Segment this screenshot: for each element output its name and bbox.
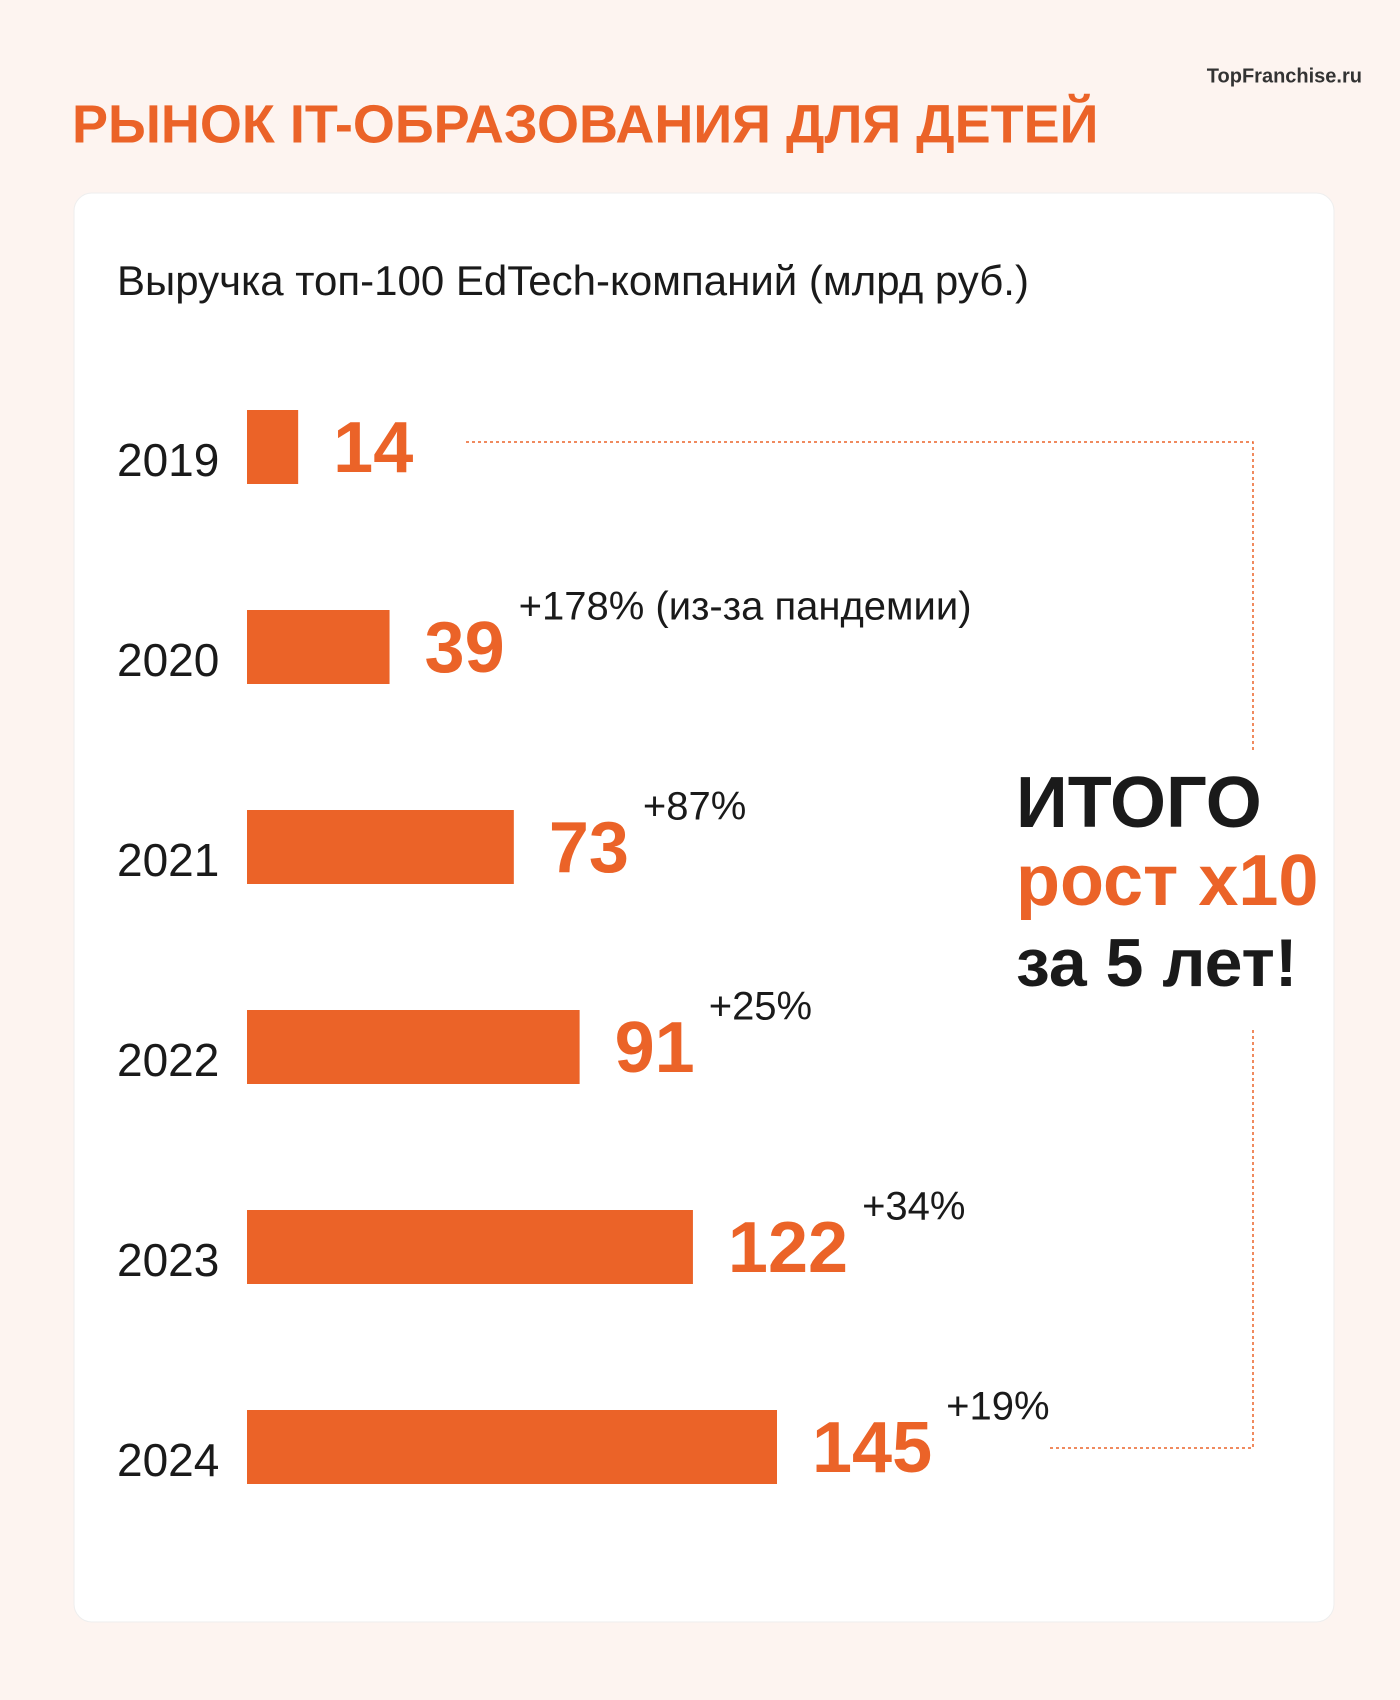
bracket-top — [466, 441, 1254, 750]
value-label: 145 — [812, 1408, 932, 1488]
page-title: РЫНОК IT-ОБРАЗОВАНИЯ ДЛЯ ДЕТЕЙ — [72, 93, 1098, 154]
annotation: +19% — [946, 1385, 1049, 1429]
callout-line: рост x10 — [1016, 841, 1318, 921]
bar — [247, 410, 299, 484]
annotation: +25% — [709, 985, 812, 1029]
y-tick-label: 2024 — [117, 1434, 219, 1486]
annotation: +34% — [862, 1185, 965, 1229]
annotation: +178% (из-за пандемии) — [519, 585, 972, 629]
value-label: 122 — [728, 1208, 848, 1288]
y-tick-label: 2023 — [117, 1234, 219, 1286]
bar — [247, 610, 390, 684]
value-label: 73 — [549, 808, 629, 888]
y-tick-label: 2021 — [117, 834, 219, 886]
bar — [247, 1210, 693, 1284]
bar — [247, 1410, 777, 1484]
bar — [247, 810, 514, 884]
value-label: 14 — [333, 408, 413, 488]
bar — [247, 1010, 580, 1084]
y-tick-label: 2022 — [117, 1034, 219, 1086]
value-label: 91 — [615, 1008, 695, 1088]
bracket-bottom — [1047, 1030, 1254, 1449]
y-tick-label: 2020 — [117, 634, 219, 686]
annotation: +87% — [643, 785, 746, 829]
bracket — [466, 441, 1254, 1449]
brand: TopFranchise.ru — [1207, 65, 1362, 87]
chart-title: Выручка топ-100 EdTech-компаний (млрд ру… — [117, 257, 1029, 304]
callout-line: за 5 лет! — [1016, 925, 1298, 1001]
callout-line: ИТОГО — [1016, 763, 1262, 843]
y-tick-label: 2019 — [117, 434, 219, 486]
value-label: 39 — [425, 608, 505, 688]
